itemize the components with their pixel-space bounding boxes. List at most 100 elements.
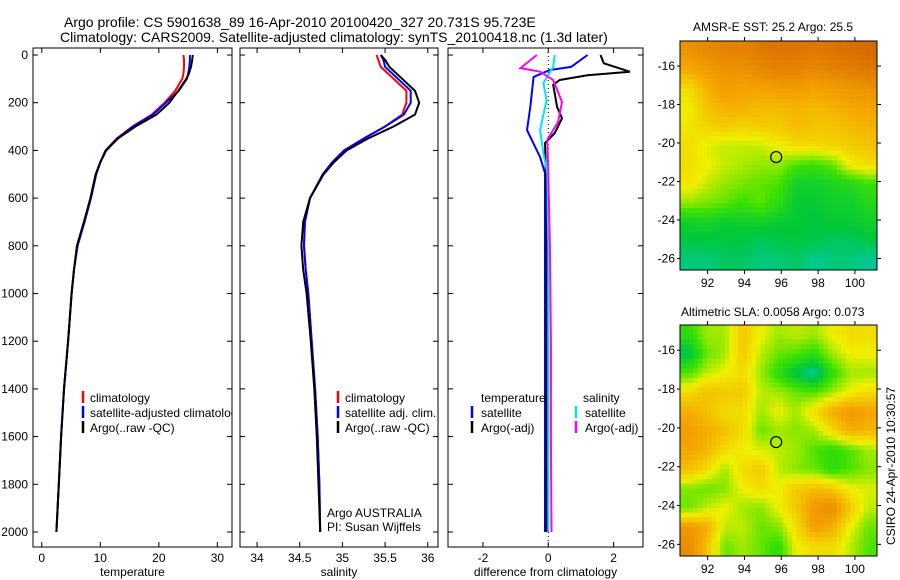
heatmap-cell (841, 107, 847, 114)
heatmap-cell (751, 231, 757, 238)
heatmap-cell (800, 382, 806, 389)
heatmap-cell (868, 517, 874, 523)
heatmap-cell (684, 203, 690, 209)
heatmap-cell (823, 363, 829, 369)
heatmap-cell (823, 45, 829, 52)
heatmap-cell (859, 184, 865, 190)
heatmap-cell (756, 74, 762, 80)
heatmap-cell (868, 450, 874, 456)
heatmap-cell (688, 41, 695, 47)
heatmap-cell (832, 411, 838, 418)
heatmap-cell (684, 445, 690, 451)
heatmap-cell (706, 474, 712, 480)
heatmap-cell (720, 179, 726, 185)
heatmap-cell (765, 64, 771, 71)
heatmap-cell (720, 421, 726, 427)
heatmap-cell (769, 334, 775, 341)
heatmap-cell (814, 488, 820, 495)
heatmap-cell (791, 358, 798, 365)
heatmap-cell (756, 344, 762, 350)
heatmap-cell (765, 255, 771, 262)
heatmap-cell (697, 517, 703, 523)
heatmap-cell (724, 103, 730, 109)
heatmap-cell (827, 334, 833, 341)
heatmap-cell (720, 136, 726, 142)
heatmap-cell (702, 474, 708, 480)
heatmap-cell (787, 193, 793, 200)
heatmap-cell (724, 368, 730, 374)
heatmap-cell (738, 325, 744, 331)
heatmap-cell (805, 339, 811, 345)
heatmap-cell (868, 198, 874, 204)
heatmap-cell (688, 217, 695, 223)
heatmap-cell (702, 392, 708, 398)
heatmap-cell (841, 421, 847, 427)
heatmap-cell (688, 402, 695, 408)
heatmap-cell (715, 474, 721, 480)
heatmap-cell (872, 131, 877, 138)
heatmap-cell (760, 112, 766, 118)
heatmap-cell (791, 60, 798, 66)
heatmap-cell (845, 527, 851, 533)
heatmap-cell (791, 184, 798, 190)
heatmap-cell (850, 217, 856, 223)
heatmap-cell (823, 179, 829, 185)
heatmap-cell (680, 507, 686, 514)
heatmap-cell (765, 546, 771, 552)
heatmap-cell (778, 411, 784, 418)
heatmap-cell (787, 373, 793, 379)
lon-tick-label: 100 (845, 276, 865, 290)
heatmap-cell (832, 397, 838, 403)
heatmap-cell (742, 145, 748, 152)
x-axis-label: difference from climatology (474, 565, 617, 579)
heatmap-cell (711, 339, 717, 345)
heatmap-cell (680, 227, 686, 233)
heatmap-cell (688, 260, 695, 266)
heatmap-cell (733, 397, 739, 403)
heatmap-cell (765, 416, 771, 422)
heatmap-cell (827, 488, 833, 495)
heatmap-cell (845, 493, 851, 499)
heatmap-cell (765, 160, 771, 166)
heatmap-cell (693, 503, 699, 509)
heatmap-cell (809, 551, 815, 556)
heatmap-cell (778, 488, 784, 495)
heatmap-cell (747, 349, 753, 355)
heatmap-cell (729, 193, 735, 200)
heatmap-cell (805, 122, 811, 128)
heatmap-cell (702, 339, 708, 345)
heatmap-cell (724, 469, 730, 475)
heatmap-cell (769, 402, 775, 408)
heatmap-cell (747, 69, 753, 75)
heatmap-cell (769, 93, 775, 99)
heatmap-cell (863, 88, 869, 95)
heatmap-cell (850, 440, 856, 446)
heatmap-cell (832, 64, 838, 71)
heatmap-cell (684, 103, 690, 109)
heatmap-cell (688, 64, 695, 71)
heatmap-cell (738, 217, 744, 223)
heatmap-cell (859, 488, 865, 495)
heatmap-cell (702, 64, 708, 71)
heatmap-cell (841, 382, 847, 389)
lon-tick-label: 94 (738, 562, 752, 576)
heatmap-cell (724, 50, 730, 56)
heatmap-cell (720, 498, 726, 504)
heatmap-cell (733, 325, 739, 331)
heatmap-cell (818, 426, 824, 432)
heatmap-cell (693, 358, 699, 365)
heatmap-cell (805, 55, 811, 61)
heatmap-cell (827, 131, 833, 138)
heatmap-cell (724, 411, 730, 418)
heatmap-cell (769, 141, 775, 147)
heatmap-cell (720, 217, 726, 223)
heatmap-cell (791, 527, 798, 533)
heatmap-cell (711, 517, 717, 523)
heatmap-cell (782, 131, 789, 138)
heatmap-cell (823, 527, 829, 533)
heatmap-cell (800, 377, 806, 384)
heatmap-cell (809, 392, 815, 398)
heatmap-cell (859, 454, 865, 461)
heatmap-cell (729, 217, 735, 223)
heatmap-cell (868, 217, 874, 223)
